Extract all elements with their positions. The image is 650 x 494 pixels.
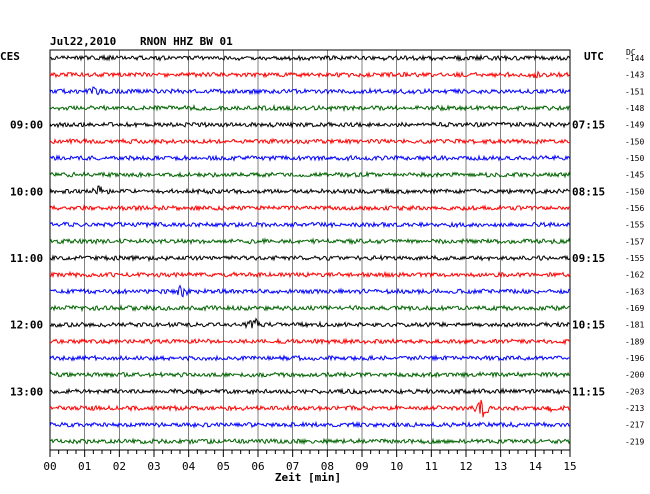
left-timezone-label: CES <box>0 50 20 63</box>
x-tick-label: 08 <box>321 460 334 473</box>
trace-8 <box>49 185 571 196</box>
trace-group <box>49 53 571 446</box>
trace-11 <box>49 237 571 246</box>
dc-offset-label: -143 <box>625 71 644 80</box>
x-tick-label: 07 <box>286 460 299 473</box>
dc-offset-label: -156 <box>625 204 644 213</box>
left-time-label: 12:00 <box>10 319 43 332</box>
dc-offset-label: -189 <box>625 337 644 346</box>
station-label: RNON HHZ BW 01 <box>140 35 233 48</box>
right-time-label: 07:15 <box>572 119 605 132</box>
trace-19 <box>49 370 571 379</box>
dc-offset-label: -148 <box>625 104 644 113</box>
x-axis-label: Zeit [min] <box>275 471 341 484</box>
dc-offset-label: -155 <box>625 254 644 263</box>
x-tick-label: 10 <box>390 460 403 473</box>
x-axis: 00 01 02 03 04 05 06 07 08 09 10 11 12 13 14 15 <box>43 450 577 473</box>
dc-offset-label: -162 <box>625 271 644 280</box>
dc-offset-labels: -144 -143 -151 -148 -149 -150 -150 -145 -150 -156… <box>625 54 644 446</box>
x-tick-label: 09 <box>355 460 368 473</box>
trace-6 <box>49 154 571 162</box>
dc-offset-label: -181 <box>625 321 644 330</box>
trace-17 <box>49 337 571 346</box>
dc-offset-label: -213 <box>625 404 644 413</box>
dc-offset-label: -169 <box>625 304 644 313</box>
dc-offset-label: -157 <box>625 237 644 246</box>
left-time-labels: 09:00 10:00 11:00 12:00 13:00 <box>10 119 43 399</box>
dc-offset-label: -196 <box>625 354 644 363</box>
trace-1 <box>49 70 571 79</box>
trace-7 <box>49 170 571 179</box>
dc-offset-label: -150 <box>625 187 644 196</box>
x-tick-label: 04 <box>182 460 196 473</box>
trace-16 <box>49 317 571 330</box>
dc-offset-label: -150 <box>625 154 644 163</box>
x-tick-label: 02 <box>113 460 126 473</box>
dc-offset-label: -200 <box>625 371 644 380</box>
x-tick-label: 03 <box>147 460 160 473</box>
date-label: Jul22,2010 <box>50 35 116 48</box>
trace-2 <box>49 86 571 96</box>
x-tick-label: 15 <box>563 460 576 473</box>
left-time-label: 11:00 <box>10 252 43 265</box>
x-tick-label: 14 <box>529 460 543 473</box>
x-tick-label: 00 <box>43 460 56 473</box>
minute-grid <box>84 50 536 450</box>
dc-offset-label: -144 <box>625 54 644 63</box>
trace-10 <box>49 221 571 229</box>
dc-offset-label: -219 <box>625 437 644 446</box>
dc-offset-label: -217 <box>625 421 644 430</box>
left-time-label: 10:00 <box>10 185 43 198</box>
x-tick-label: 01 <box>78 460 91 473</box>
right-time-label: 11:15 <box>572 385 605 398</box>
trace-13 <box>49 270 571 279</box>
dc-label: DC <box>626 48 636 57</box>
right-timezone-label: UTC <box>584 50 604 63</box>
x-tick-label: 13 <box>494 460 507 473</box>
dc-offset-label: -145 <box>625 171 644 180</box>
trace-21 <box>49 399 571 418</box>
trace-9 <box>49 204 571 212</box>
trace-14 <box>49 284 571 298</box>
trace-22 <box>49 420 571 429</box>
dc-offset-label: -151 <box>625 87 644 96</box>
right-time-label: 10:15 <box>572 319 605 332</box>
trace-20 <box>49 387 571 396</box>
trace-23 <box>49 437 571 446</box>
trace-3 <box>49 103 570 113</box>
dc-offset-label: -150 <box>625 137 644 146</box>
right-time-label: 08:15 <box>572 185 605 198</box>
trace-12 <box>49 254 571 263</box>
right-time-labels: 07:15 08:15 09:15 10:15 11:15 <box>572 119 605 399</box>
left-time-label: 13:00 <box>10 385 43 398</box>
x-tick-label: 05 <box>217 460 230 473</box>
trace-5 <box>49 137 571 146</box>
dc-offset-label: -203 <box>625 387 644 396</box>
x-tick-label: 12 <box>459 460 472 473</box>
dc-offset-label: -163 <box>625 287 644 296</box>
right-time-label: 09:15 <box>572 252 605 265</box>
x-tick-label: 11 <box>425 460 438 473</box>
x-tick-label: 06 <box>251 460 264 473</box>
trace-18 <box>49 354 571 362</box>
dc-offset-label: -155 <box>625 221 644 230</box>
dc-offset-label: -149 <box>625 121 644 130</box>
trace-15 <box>49 304 571 313</box>
trace-4 <box>49 121 571 129</box>
trace-0 <box>49 53 571 63</box>
left-time-label: 09:00 <box>10 119 43 132</box>
